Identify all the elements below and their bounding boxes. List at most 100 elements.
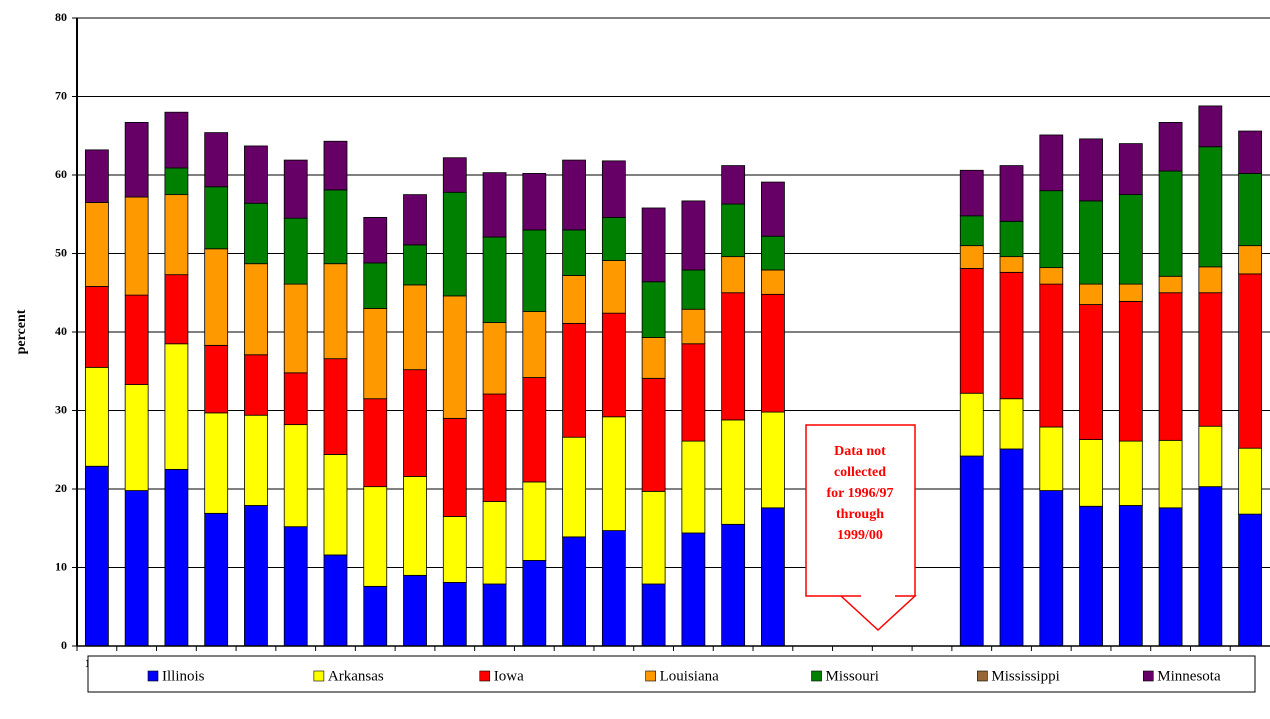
bar-segment: [1198, 146, 1223, 268]
bar-segment: [959, 245, 984, 269]
bar-segment: [442, 191, 467, 297]
y-tick-label: 0: [61, 638, 67, 652]
bar-segment: [1079, 304, 1103, 440]
legend-swatch: [147, 670, 159, 682]
bar-segment: [283, 159, 308, 219]
bar-segment: [164, 274, 189, 345]
bar-segment: [1118, 440, 1143, 506]
legend-label: Illinois: [162, 668, 205, 684]
bar-segment: [323, 454, 348, 556]
bar-segment: [761, 293, 785, 413]
annotation-text: 1999/00: [837, 528, 883, 543]
bar-segment: [164, 167, 189, 196]
bar-segment: [363, 308, 388, 400]
bar-segment: [959, 169, 984, 217]
bar-segment: [323, 358, 348, 455]
bar-segment: [363, 398, 388, 488]
bar-segment: [204, 512, 229, 647]
bar-segment: [363, 216, 388, 264]
bar-segment: [641, 281, 666, 338]
bar-segment: [721, 256, 746, 294]
bar-segment: [681, 440, 706, 534]
bar-segment: [164, 111, 189, 169]
bar-segment: [681, 269, 706, 310]
bar-segment: [482, 393, 507, 502]
y-tick-label: 60: [55, 167, 67, 181]
bar-segment: [1039, 267, 1064, 285]
bar-segment: [1158, 170, 1183, 277]
bar-segment: [323, 554, 348, 647]
bar-segment: [999, 271, 1024, 400]
bar-segment: [244, 414, 268, 506]
y-tick-label: 50: [55, 245, 67, 259]
legend-swatch: [977, 670, 988, 682]
bar-segment: [1198, 266, 1223, 294]
legend-label: Arkansas: [328, 668, 384, 684]
bar-segment: [1039, 426, 1064, 491]
bar-segment: [959, 268, 984, 394]
bar-segment: [1079, 200, 1103, 285]
bar-segment: [601, 312, 626, 418]
bar-segment: [761, 235, 785, 271]
bar-segment: [522, 481, 547, 561]
bar-segment: [681, 532, 706, 647]
legend-swatch: [811, 670, 822, 682]
bar-segment: [1198, 292, 1223, 427]
bar-segment: [482, 583, 507, 647]
bar-segment: [641, 490, 666, 585]
bar-segment: [403, 284, 427, 371]
bar-segment: [1039, 134, 1064, 192]
annotation-text: for 1996/97: [826, 486, 893, 501]
bar-segment: [283, 424, 308, 528]
bar-segment: [601, 416, 626, 532]
bar-segment: [601, 530, 626, 647]
bar-segment: [999, 165, 1024, 222]
bar-segment: [1158, 122, 1183, 172]
bar-segment: [522, 377, 547, 483]
y-tick-label: 40: [55, 324, 67, 338]
bar-segment: [363, 262, 388, 309]
bar-segment: [124, 384, 149, 491]
bar-segment: [482, 236, 507, 323]
annotation-text: through: [836, 507, 884, 522]
bar-segment: [721, 292, 746, 421]
bar-segment: [641, 337, 666, 379]
bar-segment: [562, 536, 586, 647]
annotation-text: collected: [834, 465, 886, 480]
bar-segment: [84, 366, 109, 467]
bar-segment: [442, 157, 467, 193]
bar-segment: [323, 189, 348, 265]
bar-segment: [562, 322, 586, 438]
bar-segment: [522, 560, 547, 647]
bar-segment: [1079, 505, 1103, 647]
bar-segment: [164, 468, 189, 647]
bar-segment: [124, 490, 149, 647]
legend-swatch: [479, 670, 491, 682]
y-tick-label: 30: [55, 402, 67, 416]
annotation-arrow: [805, 424, 917, 632]
bar-segment: [363, 585, 388, 647]
bar-segment: [244, 505, 268, 647]
bar-segment: [482, 172, 507, 238]
bar-segment: [1039, 283, 1064, 428]
bar-segment: [442, 417, 467, 517]
bar-segment: [482, 501, 507, 585]
legend-label: Missouri: [826, 668, 879, 684]
bar-segment: [562, 159, 586, 231]
y-tick-label: 20: [55, 481, 67, 495]
bar-segment: [959, 455, 984, 647]
bar-segment: [721, 523, 746, 647]
bar-segment: [721, 203, 746, 258]
bar-segment: [84, 286, 109, 368]
bar-segment: [84, 465, 109, 647]
bar-segment: [761, 181, 785, 237]
bar-segment: [124, 294, 149, 385]
bar-segment: [562, 229, 586, 276]
bar-segment: [641, 377, 666, 492]
bar-segment: [1198, 425, 1223, 488]
bar-segment: [721, 165, 746, 205]
bar-segment: [482, 322, 507, 395]
bar-segment: [323, 140, 348, 191]
bar-segment: [1118, 505, 1143, 647]
